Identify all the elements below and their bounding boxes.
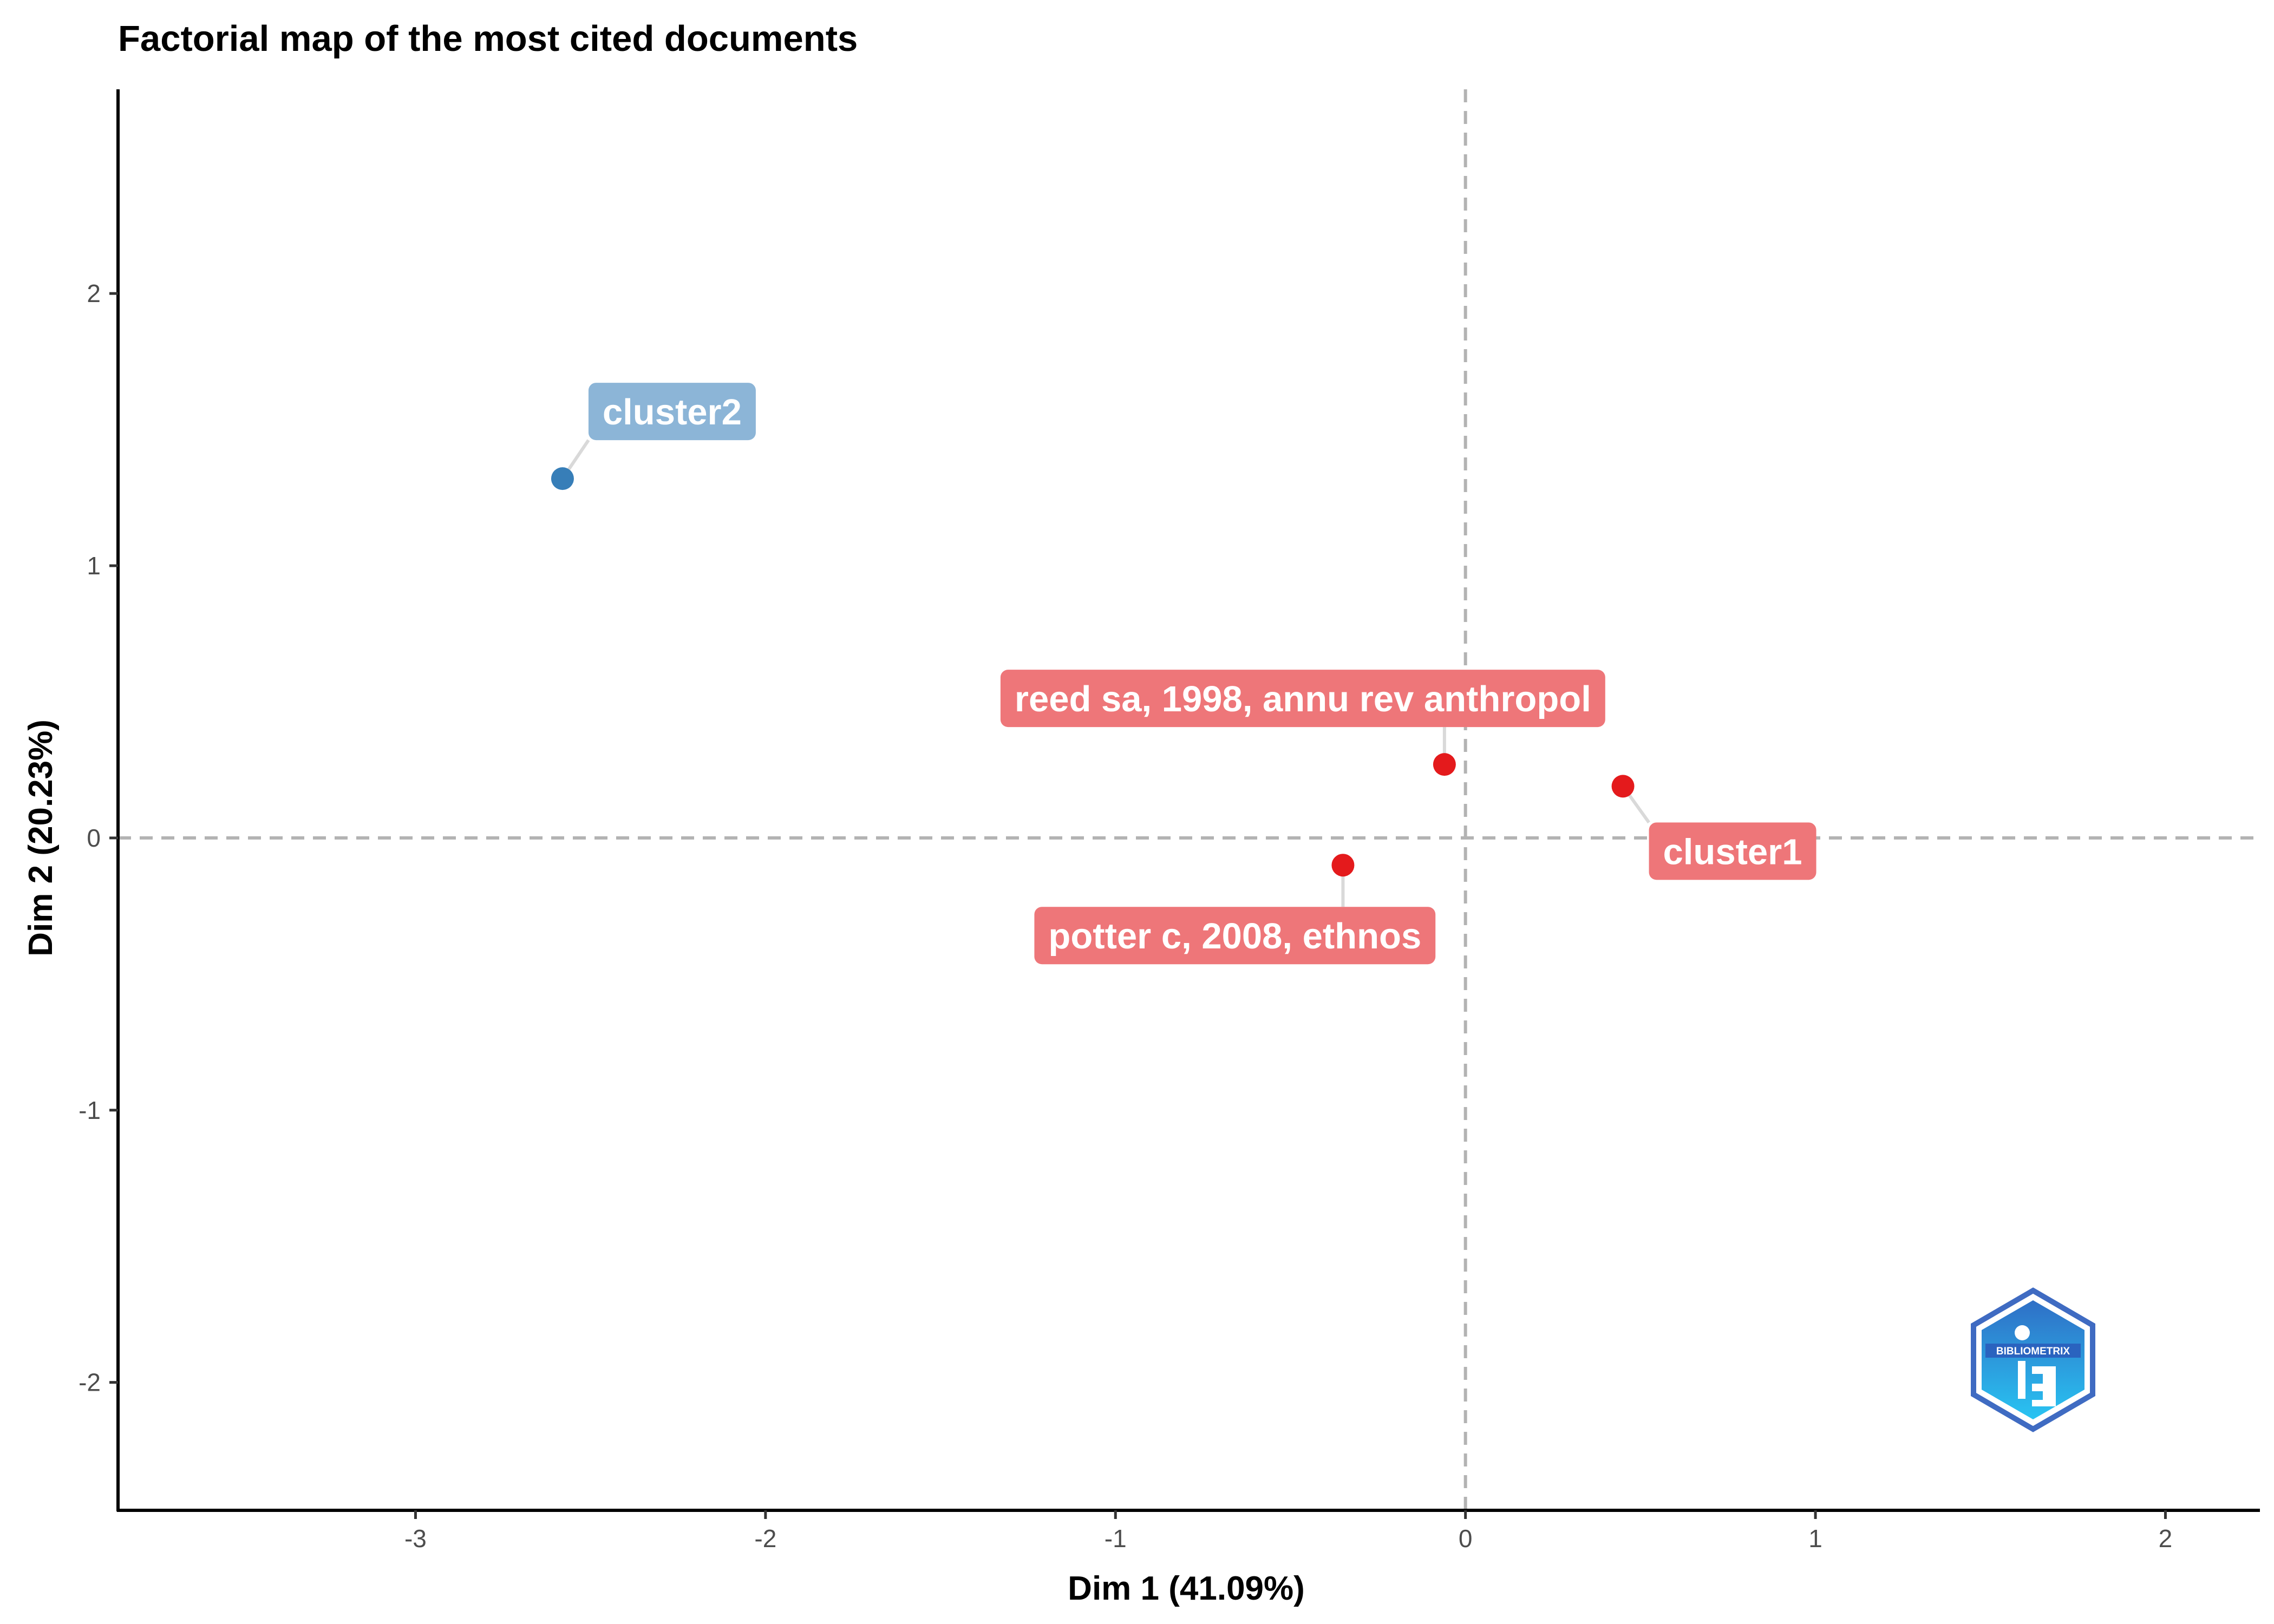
y-tick-label: 0 (87, 824, 101, 852)
y-axis-title: Dim 2 (20.23%) (22, 719, 60, 957)
data-point (1433, 753, 1456, 776)
data-point (551, 467, 574, 490)
bibliometrix-logo: BIBLIOMETRIX (1971, 1287, 2095, 1432)
point-label-box (588, 383, 756, 441)
x-tick-label: 2 (2159, 1524, 2173, 1553)
x-axis-title: Dim 1 (41.09%) (1068, 1570, 1305, 1607)
x-tick-label: -1 (1105, 1524, 1127, 1553)
data-point (1611, 775, 1635, 798)
point-label: potter c, 2008, ethnos (1048, 916, 1421, 957)
point-label-box (1649, 822, 1816, 880)
point-label: reed sa, 1998, annu rev anthropol (1015, 679, 1591, 719)
point-label-box (1000, 670, 1605, 728)
y-tick-label: -2 (79, 1368, 101, 1397)
chart-title: Factorial map of the most cited document… (118, 18, 858, 59)
y-tick-label: 2 (87, 279, 101, 307)
data-point (1331, 854, 1355, 877)
x-tick-label: -2 (754, 1524, 776, 1553)
point-label-box (1034, 907, 1436, 965)
plot-area: -3 -2 -1 0 1 2 -2 -1 0 1 2 cluster2 reed sa, 1998, a… (79, 89, 2260, 1553)
y-tick-label: 1 (87, 552, 101, 580)
x-tick-label: 1 (1808, 1524, 1822, 1553)
y-tick-label: -1 (79, 1096, 101, 1124)
x-tick-label: 0 (1459, 1524, 1473, 1553)
point-label: cluster1 (1663, 831, 1802, 872)
x-tick-label: -3 (404, 1524, 427, 1553)
point-label: cluster2 (603, 392, 742, 433)
logo-text: BIBLIOMETRIX (1996, 1346, 2070, 1357)
